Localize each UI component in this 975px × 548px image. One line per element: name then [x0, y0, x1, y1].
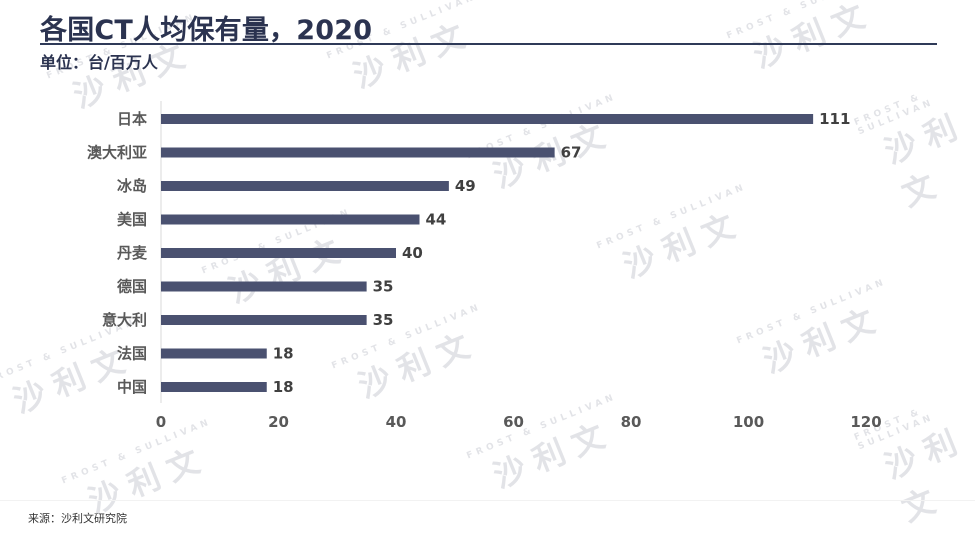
bar — [161, 114, 814, 124]
x-tick-label: 100 — [733, 413, 764, 431]
x-tick-label: 80 — [621, 413, 642, 431]
bar — [161, 147, 555, 158]
bar — [161, 281, 367, 292]
category-label: 冰岛 — [117, 177, 147, 195]
bar — [161, 181, 449, 191]
source-note: 来源：沙利文研究院 — [28, 512, 127, 525]
category-label: 日本 — [117, 110, 147, 128]
bar — [161, 382, 267, 392]
category-label: 美国 — [117, 211, 147, 229]
category-label: 法国 — [117, 345, 147, 363]
data-label: 44 — [426, 211, 447, 229]
data-label: 35 — [373, 311, 394, 329]
category-label: 意大利 — [102, 311, 147, 329]
bar — [161, 315, 367, 325]
category-label: 澳大利亚 — [87, 144, 147, 162]
bar — [161, 214, 420, 225]
x-tick-label: 120 — [850, 413, 881, 431]
x-tick-label: 40 — [386, 413, 407, 431]
x-tick-label: 20 — [268, 413, 289, 431]
bar — [161, 248, 396, 258]
title-divider — [40, 43, 937, 45]
category-label: 德国 — [117, 278, 147, 296]
data-label: 49 — [455, 177, 476, 195]
footer-divider — [0, 500, 975, 501]
data-label: 67 — [561, 144, 582, 162]
unit-label: 单位：台/百万人 — [40, 53, 158, 72]
category-label: 丹麦 — [117, 244, 148, 262]
data-label: 111 — [819, 110, 850, 128]
chart-title: 各国CT人均保有量，2020 — [40, 15, 373, 46]
category-label: 中国 — [117, 378, 147, 396]
data-label: 18 — [273, 378, 294, 396]
bar — [161, 348, 267, 359]
x-tick-label: 0 — [156, 413, 166, 431]
data-label: 40 — [402, 244, 423, 262]
data-label: 35 — [373, 278, 394, 296]
data-label: 18 — [273, 345, 294, 363]
x-tick-label: 60 — [503, 413, 524, 431]
